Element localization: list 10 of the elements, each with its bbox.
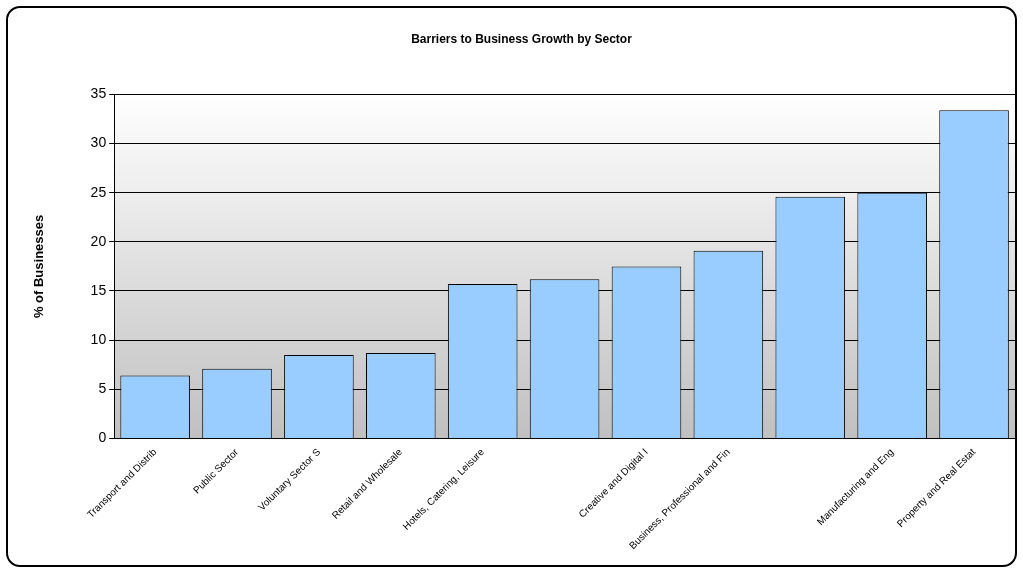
- y-tick-label: 20: [90, 232, 107, 249]
- y-tick-label: 10: [90, 331, 107, 347]
- y-tick-label: 5: [98, 380, 107, 397]
- chart-title: Barriers to Business Growth by Sector: [411, 31, 633, 46]
- y-tick-label: 25: [90, 183, 107, 200]
- y-tick-label: 35: [90, 85, 107, 102]
- y-axis-title: % of Businesses: [31, 214, 47, 319]
- y-tick-label: 30: [90, 134, 107, 151]
- y-tick-label: 0: [98, 429, 107, 446]
- y-tick-label: 15: [90, 281, 107, 298]
